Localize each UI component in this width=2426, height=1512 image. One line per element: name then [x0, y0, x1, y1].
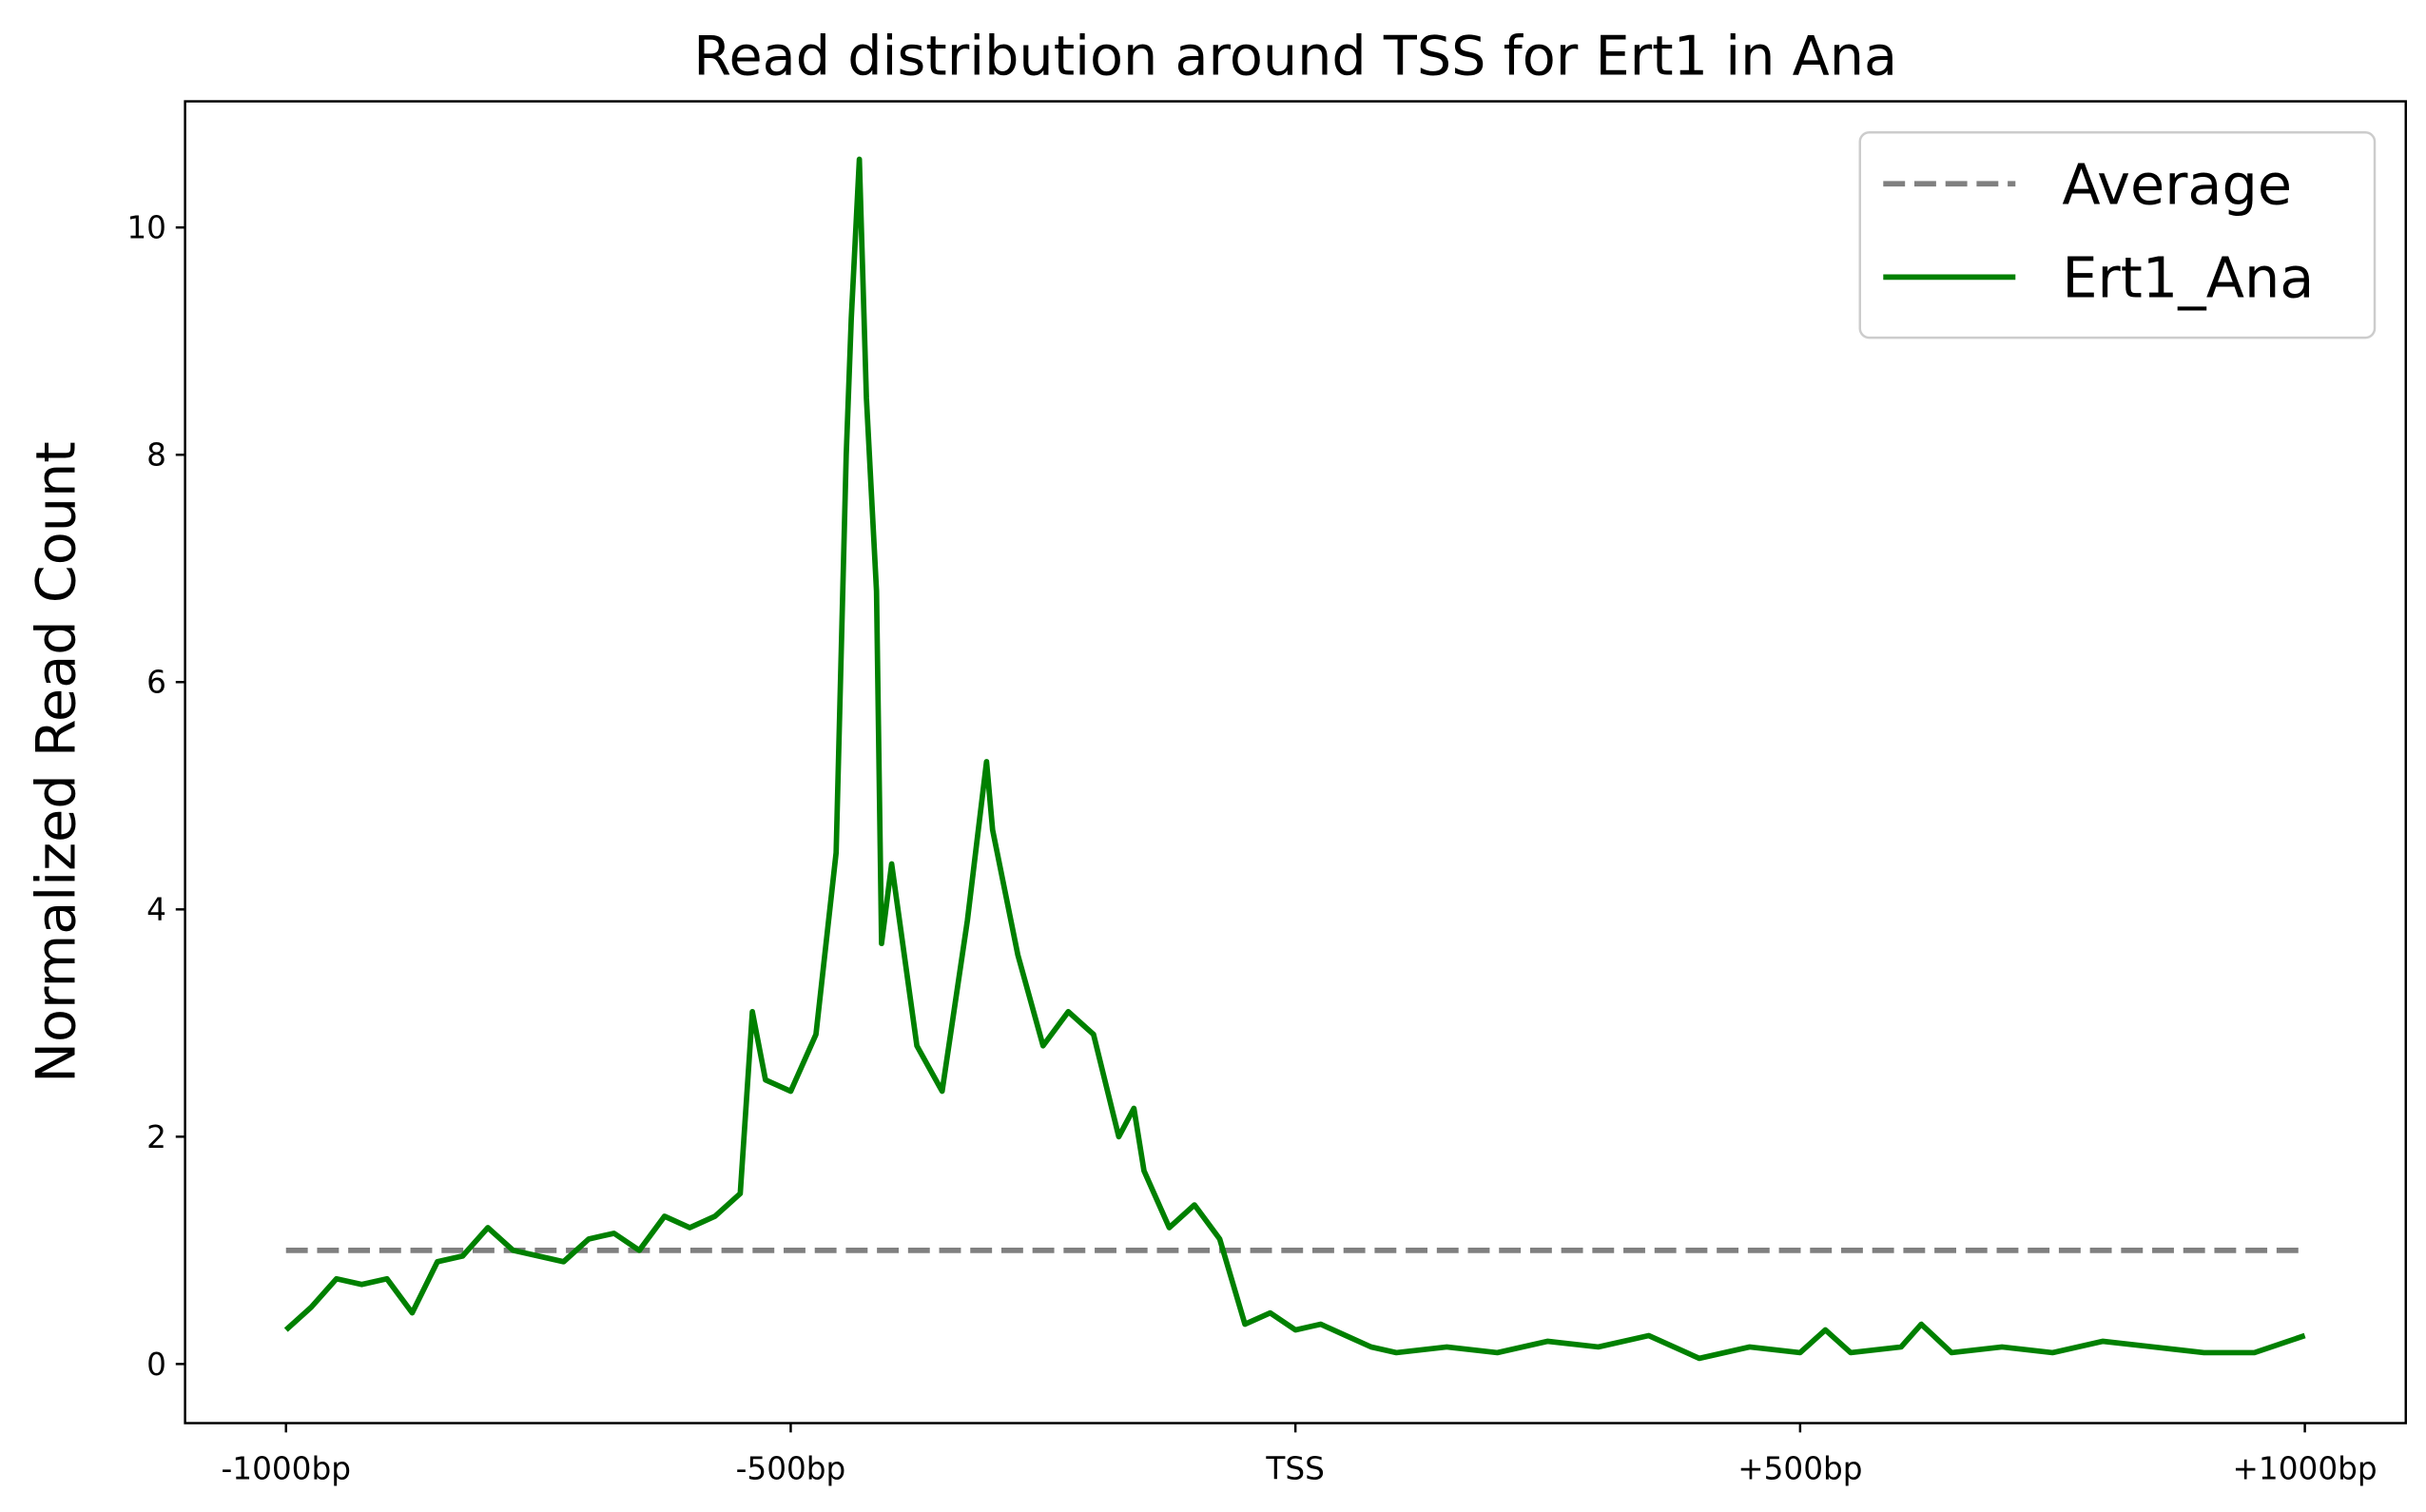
y-tick-label: 4 — [146, 892, 166, 928]
legend-label: Ert1_Ana — [2062, 245, 2314, 311]
x-tick-label: TSS — [1265, 1450, 1324, 1486]
x-tick-label: -500bp — [736, 1450, 846, 1486]
plot-area — [283, 156, 2306, 1362]
y-tick-label: 10 — [126, 210, 166, 246]
chart-title: Read distribution around TSS for Ert1 in… — [693, 26, 1897, 88]
x-tick-label: +500bp — [1737, 1450, 1862, 1486]
y-tick-label: 0 — [146, 1347, 166, 1383]
x-tick-label: -1000bp — [221, 1450, 350, 1486]
legend-label: Average — [2062, 151, 2292, 217]
data-line — [283, 156, 2306, 1362]
y-tick-label: 6 — [146, 665, 166, 701]
legend: Average Ert1_Ana — [1858, 131, 2377, 339]
y-tick-label: 8 — [146, 437, 166, 474]
x-tick-label: +1000bp — [2233, 1450, 2377, 1486]
y-tick-label: 2 — [146, 1119, 166, 1155]
y-axis-label: Normalized Read Count — [25, 441, 87, 1083]
